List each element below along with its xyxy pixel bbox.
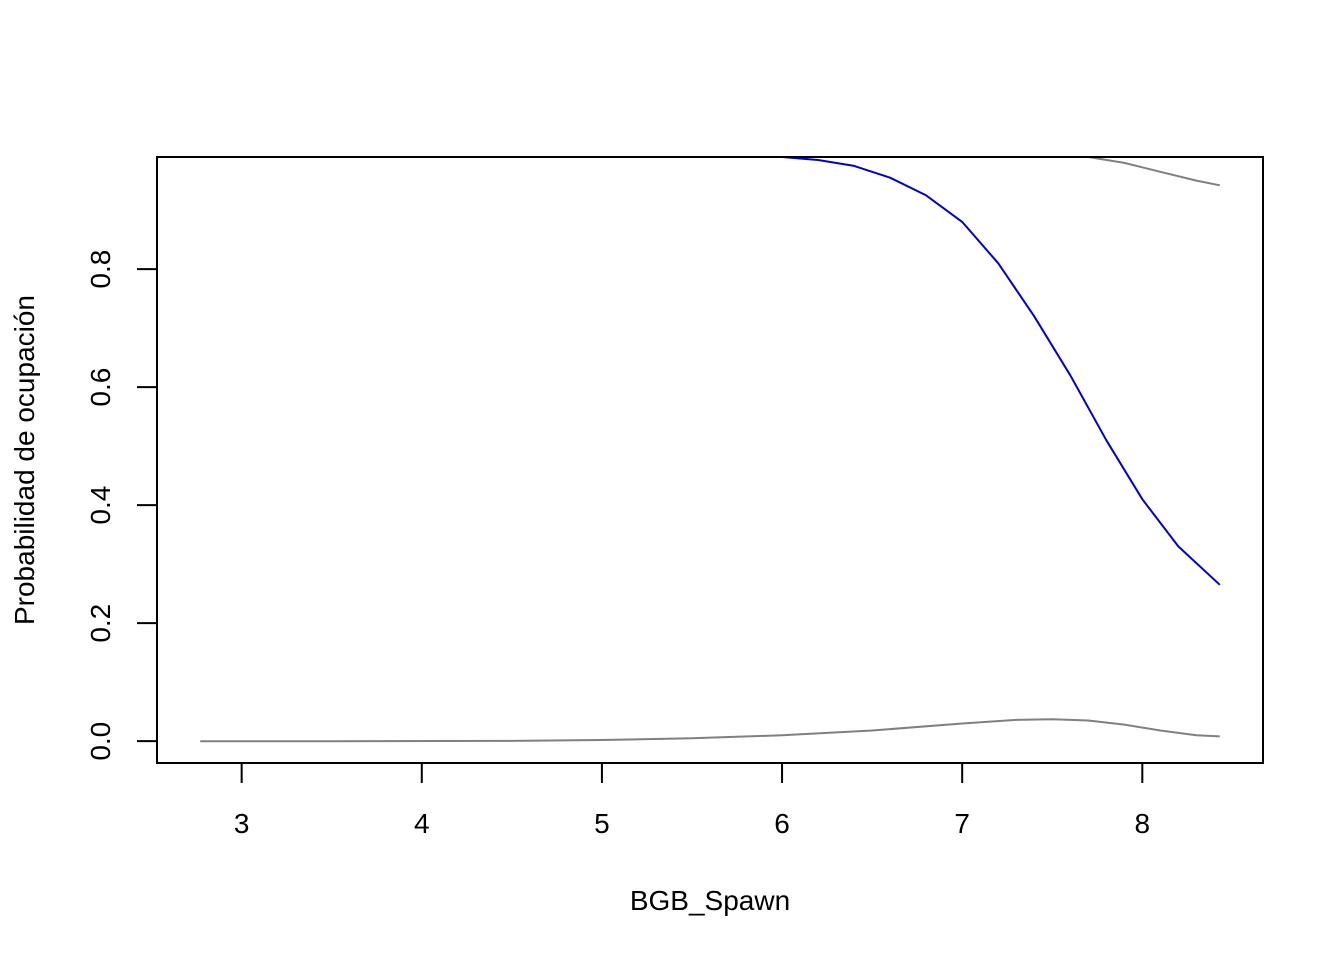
y-tick-label: 0.4: [85, 486, 116, 525]
y-tick-label: 0.6: [85, 368, 116, 407]
x-tick-label: 5: [594, 808, 610, 839]
x-tick-label: 3: [234, 808, 250, 839]
series-line-lower-bound: [200, 718, 1220, 743]
x-tick-label: 7: [954, 808, 970, 839]
y-axis-label: Probabilidad de ocupación: [9, 295, 40, 625]
y-tick-label: 0.0: [85, 722, 116, 761]
x-tick-label: 6: [774, 808, 790, 839]
y-axis: 0.0 0.2 0.4 0.6 0.8: [85, 250, 157, 761]
series-line-upper-bound: [1066, 157, 1220, 187]
series-layer: [200, 157, 1221, 743]
x-axis: 3 4 5 6 7 8: [234, 763, 1150, 839]
x-axis-label: BGB_Spawn: [630, 885, 790, 916]
x-tick-label: 4: [414, 808, 430, 839]
series-line-estimate: [766, 157, 1221, 586]
y-tick-label: 0.8: [85, 250, 116, 289]
y-tick-label: 0.2: [85, 604, 116, 643]
x-tick-label: 8: [1135, 808, 1151, 839]
plot-frame: [156, 156, 1264, 764]
